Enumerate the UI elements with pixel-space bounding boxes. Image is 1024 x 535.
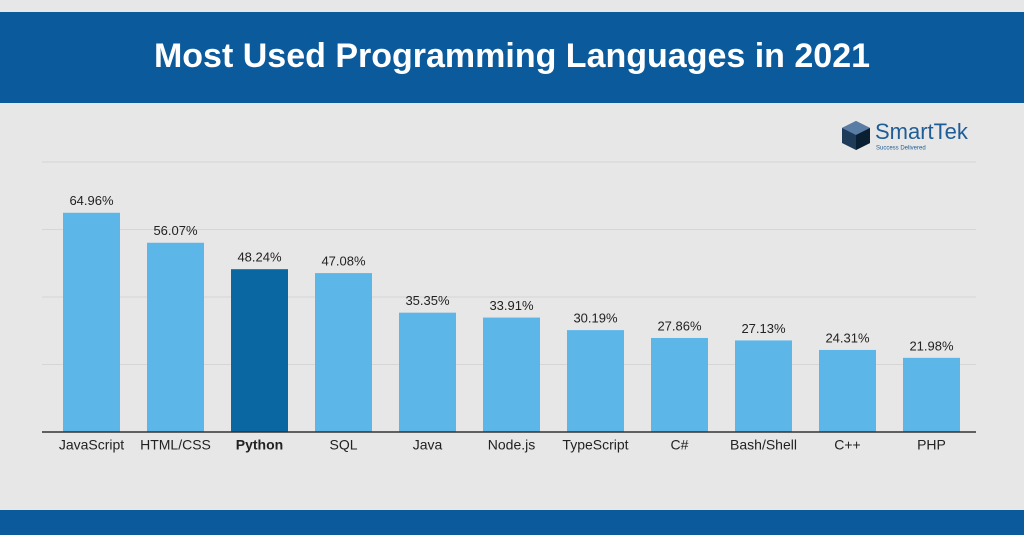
brand-name: SmartTek bbox=[875, 119, 969, 144]
value-label: 35.35% bbox=[405, 293, 450, 308]
bar bbox=[483, 317, 540, 432]
bar bbox=[735, 340, 792, 432]
x-tick-label: TypeScript bbox=[562, 437, 628, 453]
bar bbox=[567, 330, 624, 432]
x-tick-label: JavaScript bbox=[59, 437, 124, 453]
bar bbox=[315, 273, 372, 432]
bar bbox=[903, 357, 960, 432]
value-label: 33.91% bbox=[489, 298, 534, 313]
value-label: 24.31% bbox=[825, 330, 870, 345]
value-label: 48.24% bbox=[237, 250, 282, 265]
bar bbox=[63, 212, 120, 432]
value-label: 56.07% bbox=[153, 223, 198, 238]
x-tick-label: Python bbox=[236, 437, 283, 453]
x-tick-label: Java bbox=[413, 437, 443, 453]
value-label: 47.08% bbox=[321, 254, 366, 269]
value-label: 30.19% bbox=[573, 311, 618, 326]
bar bbox=[231, 269, 288, 432]
x-tick-label: Node.js bbox=[488, 437, 535, 453]
brand-tagline: Success Delivered bbox=[876, 146, 926, 152]
brand-logo: SmartTek Success Delivered bbox=[842, 119, 969, 152]
x-tick-label: HTML/CSS bbox=[140, 437, 211, 453]
value-label: 27.13% bbox=[741, 321, 786, 336]
logo-cube-side bbox=[856, 128, 870, 150]
value-label: 21.98% bbox=[909, 338, 954, 353]
bar bbox=[819, 349, 876, 432]
bar bbox=[147, 242, 204, 432]
x-tick-label: SQL bbox=[329, 437, 357, 453]
x-tick-label: PHP bbox=[917, 437, 946, 453]
title-band bbox=[0, 12, 1024, 103]
bar bbox=[651, 337, 708, 432]
value-label: 64.96% bbox=[69, 193, 114, 208]
value-label: 27.86% bbox=[657, 318, 702, 333]
footer-band bbox=[0, 510, 1024, 535]
x-tick-label: Bash/Shell bbox=[730, 437, 797, 453]
x-tick-label: C++ bbox=[834, 437, 860, 453]
bar bbox=[399, 312, 456, 432]
chart-title: Most Used Programming Languages in 2021 bbox=[154, 37, 870, 75]
x-tick-label: C# bbox=[671, 437, 689, 453]
